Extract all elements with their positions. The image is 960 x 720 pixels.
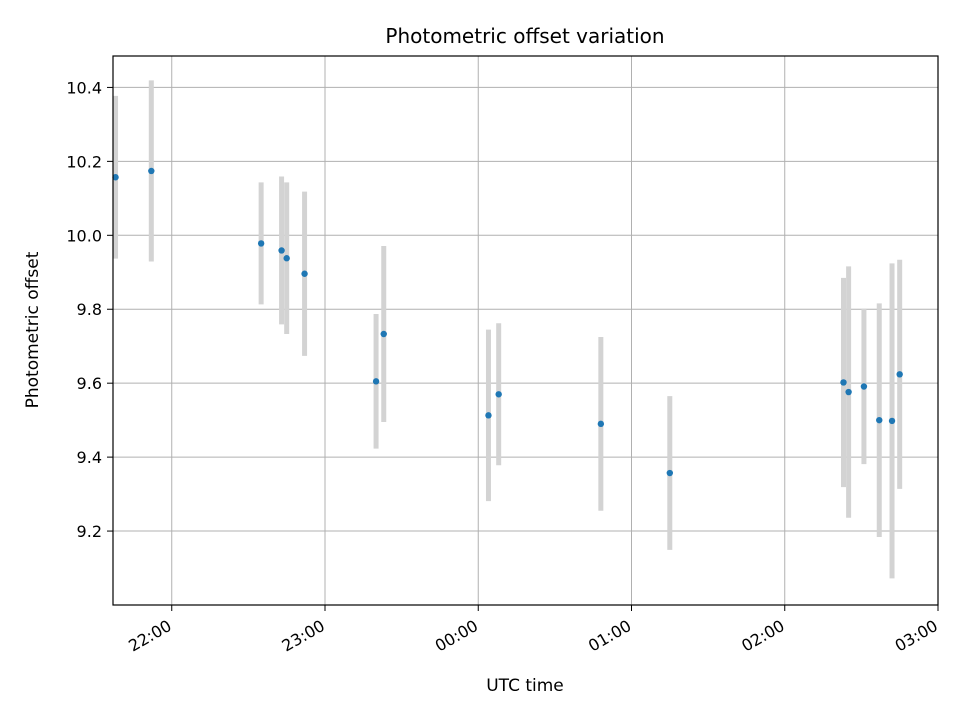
x-tick-label: 03:00 <box>892 616 941 656</box>
data-point <box>283 255 290 262</box>
y-tick-label: 9.4 <box>77 448 102 467</box>
data-point <box>112 174 119 181</box>
data-point <box>148 167 155 175</box>
x-tick-label: 00:00 <box>432 616 481 656</box>
data-point <box>840 379 847 386</box>
y-tick-label: 9.8 <box>77 300 102 319</box>
x-tick-label: 02:00 <box>738 616 787 656</box>
ticks: 9.2 9.4 9.6 9.8 10.0 10.2 10.4 22:00 23:00 00:00 0… <box>66 78 941 655</box>
data-point <box>888 417 896 425</box>
data-point <box>372 378 380 385</box>
y-tick-label: 9.2 <box>77 522 102 541</box>
data-point <box>257 240 265 247</box>
data-point <box>495 391 502 398</box>
data-point <box>485 412 492 419</box>
data-point <box>597 420 605 428</box>
x-axis-title: UTC time <box>486 676 564 696</box>
x-tick-label: 01:00 <box>585 616 634 656</box>
x-tick-label: 23:00 <box>279 616 328 656</box>
y-tick-label: 10.4 <box>66 78 102 97</box>
data-point <box>380 330 387 338</box>
data-point <box>860 383 868 390</box>
data-point <box>896 371 903 378</box>
y-tick-label: 9.6 <box>77 374 102 393</box>
data-points <box>112 167 903 477</box>
data-point <box>278 247 285 254</box>
data-point <box>845 388 852 396</box>
y-axis-title: Photometric offset <box>23 251 43 408</box>
grid <box>113 56 939 605</box>
x-tick-label: 22:00 <box>125 616 174 656</box>
y-tick-label: 10.2 <box>66 152 102 171</box>
chart-title: Photometric offset variation <box>385 24 664 48</box>
data-point <box>301 270 308 277</box>
plot-area-frame <box>112 55 939 606</box>
data-point <box>666 469 674 477</box>
y-tick-label: 10.0 <box>66 226 102 245</box>
data-point <box>876 416 883 424</box>
error-bars <box>113 80 903 579</box>
